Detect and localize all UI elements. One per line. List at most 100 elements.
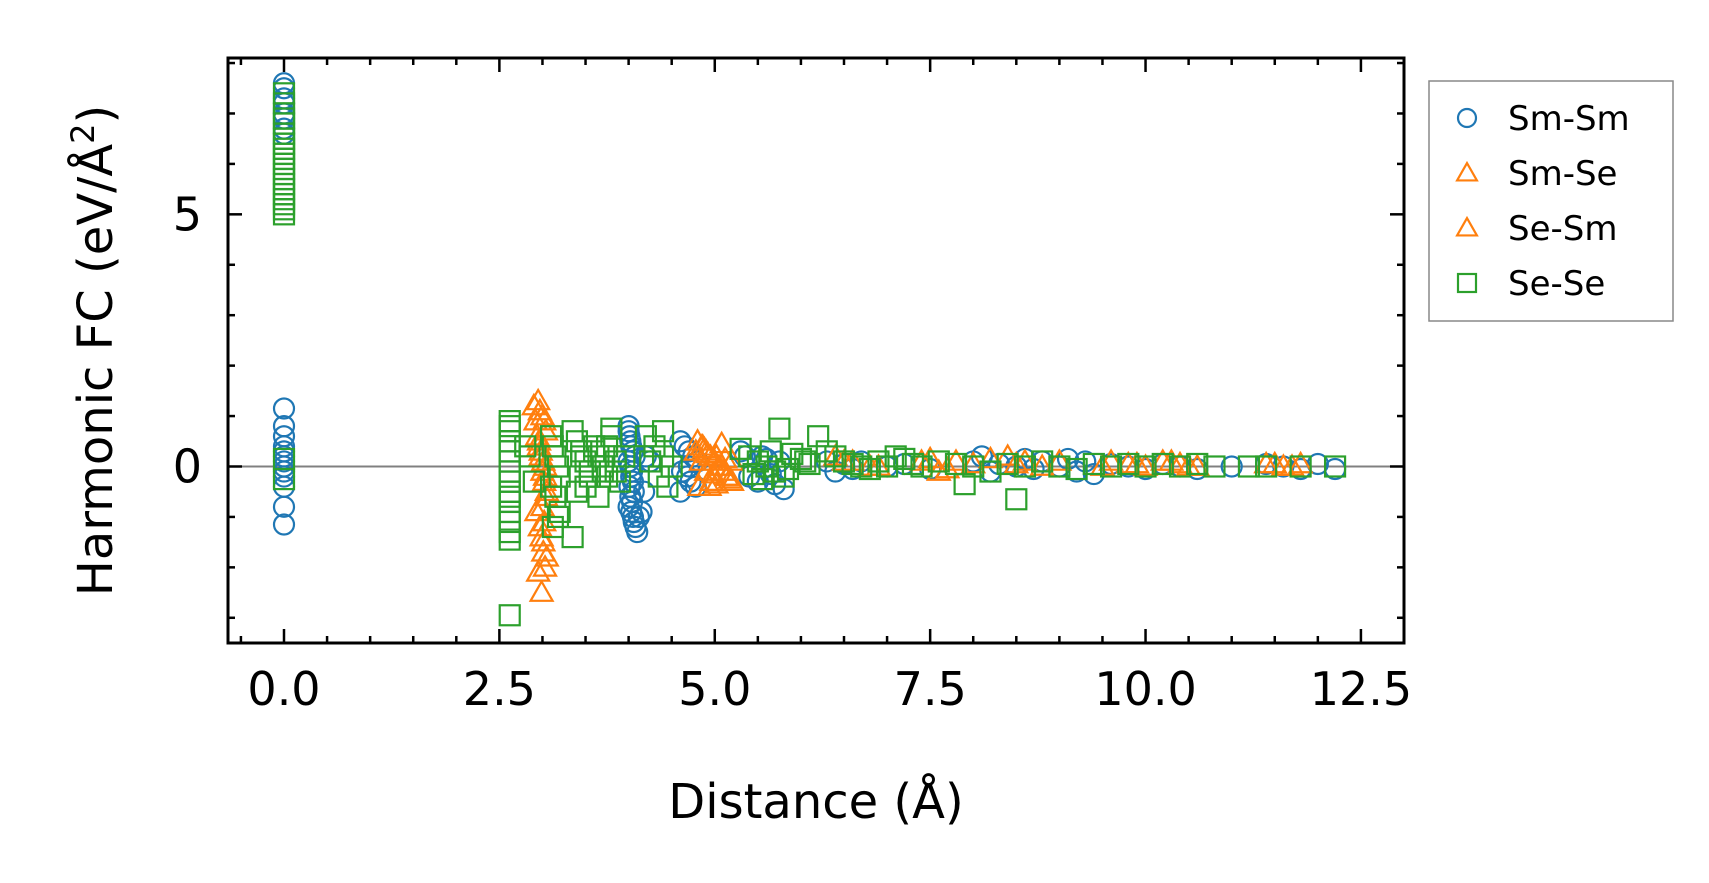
point-se-se xyxy=(729,437,752,460)
point-se-se xyxy=(927,450,950,473)
point-se-sm xyxy=(865,453,892,476)
point-se-se xyxy=(832,450,856,473)
point-sm-sm xyxy=(759,462,782,486)
point-se-se xyxy=(824,445,847,468)
point-se-se xyxy=(1255,455,1278,478)
point-sm-sm xyxy=(272,397,296,420)
x-tick-label: 10.0 xyxy=(1094,662,1196,716)
point-sm-sm xyxy=(633,480,656,503)
legend-label-sm-se: Sm-Se xyxy=(1508,154,1617,194)
point-sm-sm xyxy=(1220,455,1243,478)
point-se-se xyxy=(561,525,584,549)
point-se-se xyxy=(1031,450,1054,473)
point-se-sm xyxy=(1003,450,1030,474)
point-se-se xyxy=(1082,452,1105,476)
point-se-se xyxy=(1117,452,1140,476)
legend: Sm-Sm Sm-Se Se-Sm Se-Se xyxy=(1428,80,1674,322)
point-se-se xyxy=(962,455,985,478)
point-se-se xyxy=(776,457,800,481)
point-se-se xyxy=(518,445,541,468)
point-se-se xyxy=(953,473,976,496)
point-se-se xyxy=(613,445,636,468)
legend-marker-sm-sm xyxy=(1456,107,1478,129)
y-tick-labels: 05 xyxy=(173,187,202,493)
point-se-se xyxy=(639,450,662,473)
point-se-se xyxy=(272,203,296,226)
point-se-sm xyxy=(524,423,551,446)
point-se-se xyxy=(794,450,817,473)
point-se-sm xyxy=(713,463,740,486)
x-tick-label: 12.5 xyxy=(1310,662,1412,716)
point-se-se xyxy=(1203,455,1226,478)
point-se-se xyxy=(1151,452,1174,476)
point-se-se xyxy=(498,604,521,627)
point-se-se xyxy=(1289,455,1312,478)
point-se-se xyxy=(498,415,521,438)
point-sm-sm xyxy=(272,495,296,518)
point-sm-sm xyxy=(677,455,701,478)
y-axis-title-suffix: ) xyxy=(68,105,124,124)
point-se-se xyxy=(867,450,890,473)
point-se-se xyxy=(996,452,1019,476)
series-se-se xyxy=(272,82,1347,627)
point-se-sm xyxy=(533,544,560,567)
point-se-se xyxy=(522,470,545,493)
legend-label-se-sm: Se-Sm xyxy=(1508,209,1617,249)
point-se-se xyxy=(884,445,907,468)
y-axis-title: Harmonic FC (eV/Å2) xyxy=(64,105,124,597)
axis-ticks xyxy=(228,58,1404,643)
point-se-se xyxy=(1168,455,1192,478)
point-se-sm xyxy=(1124,450,1150,474)
point-se-se xyxy=(1048,455,1071,478)
point-se-sm xyxy=(528,579,555,602)
point-se-se xyxy=(751,467,774,491)
data-markers xyxy=(272,72,1347,627)
point-se-se xyxy=(768,417,791,440)
point-se-se xyxy=(498,528,521,551)
point-se-sm xyxy=(1261,450,1288,474)
point-se-se xyxy=(272,467,296,491)
point-se-se xyxy=(759,440,782,463)
point-se-sm xyxy=(1279,453,1305,476)
point-se-sm xyxy=(696,473,723,497)
point-se-se xyxy=(1013,455,1037,478)
legend-marker-se-sm xyxy=(1455,215,1479,237)
point-se-se xyxy=(548,500,571,523)
point-se-se xyxy=(565,480,589,503)
x-tick-labels: 0.0 2.5 5.0 7.5 10.0 12.5 xyxy=(247,662,1412,716)
point-se-se xyxy=(498,485,521,508)
x-tick-label: 0.0 xyxy=(247,662,320,716)
point-se-sm xyxy=(977,445,1004,469)
point-se-sm xyxy=(934,455,961,479)
point-se-se xyxy=(587,485,610,508)
y-axis-title-main: Harmonic FC (eV/Å xyxy=(67,144,124,597)
y-axis-title-superscript: 2 xyxy=(64,123,102,143)
legend-box xyxy=(1428,80,1674,322)
x-tick-label: 5.0 xyxy=(678,662,751,716)
point-se-sm xyxy=(831,448,857,471)
x-tick-label: 2.5 xyxy=(463,662,536,716)
point-se-se xyxy=(546,505,570,529)
point-se-sm xyxy=(908,448,935,471)
point-se-se xyxy=(901,452,925,476)
point-se-se xyxy=(1005,488,1028,511)
point-se-se xyxy=(742,462,765,486)
x-tick-label: 7.5 xyxy=(894,662,967,716)
point-se-se xyxy=(600,417,623,440)
legend-marker-se-se xyxy=(1456,272,1478,294)
point-se-sm xyxy=(1158,448,1185,471)
y-tick-label: 0 xyxy=(173,439,202,493)
y-tick-label: 5 xyxy=(173,187,202,241)
point-se-se xyxy=(841,452,864,476)
point-se-se xyxy=(591,460,614,483)
legend-label-sm-sm: Sm-Sm xyxy=(1508,99,1630,139)
point-sm-se xyxy=(1029,453,1056,476)
point-se-se xyxy=(1186,452,1209,476)
point-se-se xyxy=(858,457,881,481)
point-se-se xyxy=(850,455,873,478)
plot-frame xyxy=(226,56,1406,645)
point-sm-se xyxy=(525,387,552,411)
legend-label-se-se: Se-Se xyxy=(1508,264,1605,304)
point-se-sm xyxy=(719,448,745,471)
point-se-se xyxy=(893,447,916,471)
